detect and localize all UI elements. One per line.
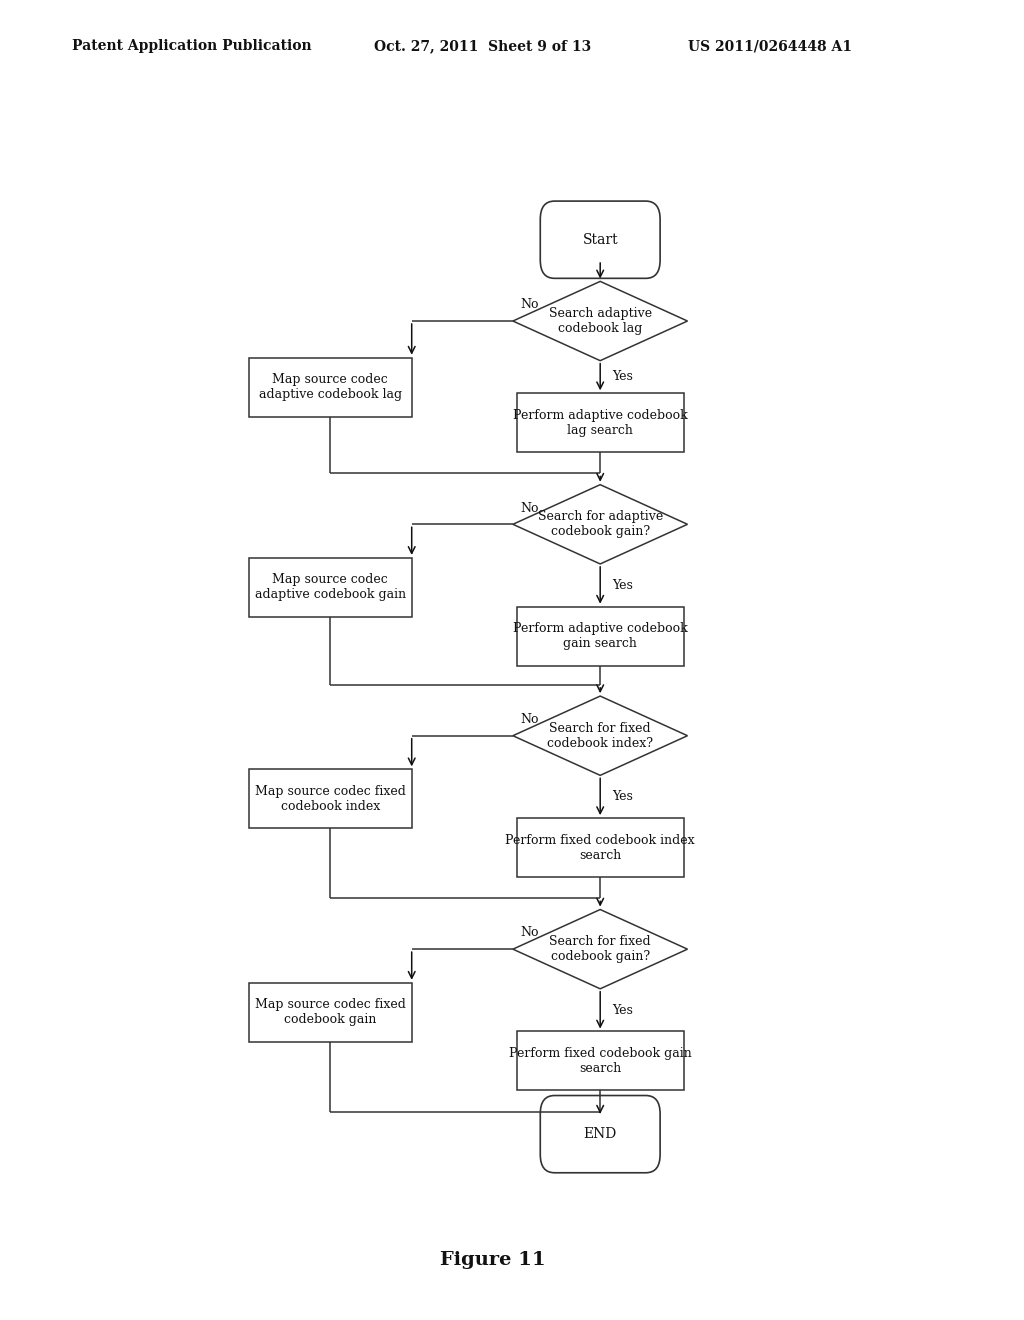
Text: Yes: Yes <box>612 371 633 383</box>
Bar <box>249 358 412 417</box>
Text: No: No <box>521 298 540 312</box>
Bar <box>249 770 412 828</box>
Text: Map source codec
adaptive codebook lag: Map source codec adaptive codebook lag <box>259 374 402 401</box>
Text: Perform fixed codebook index
search: Perform fixed codebook index search <box>506 833 695 862</box>
Text: No: No <box>521 927 540 940</box>
Text: Figure 11: Figure 11 <box>440 1250 546 1269</box>
Text: END: END <box>584 1127 616 1142</box>
Polygon shape <box>513 281 687 360</box>
Bar <box>517 818 684 876</box>
Text: Start: Start <box>583 232 618 247</box>
Text: Map source codec fixed
codebook index: Map source codec fixed codebook index <box>255 784 406 813</box>
Text: Search adaptive
codebook lag: Search adaptive codebook lag <box>549 308 651 335</box>
Text: Yes: Yes <box>612 1003 633 1016</box>
Text: Perform adaptive codebook
gain search: Perform adaptive codebook gain search <box>513 622 687 651</box>
Text: Yes: Yes <box>612 578 633 591</box>
FancyBboxPatch shape <box>541 201 660 279</box>
Text: US 2011/0264448 A1: US 2011/0264448 A1 <box>688 40 852 53</box>
Text: Map source codec fixed
codebook gain: Map source codec fixed codebook gain <box>255 998 406 1026</box>
Text: Map source codec
adaptive codebook gain: Map source codec adaptive codebook gain <box>255 573 406 602</box>
Polygon shape <box>513 484 687 564</box>
Text: Search for fixed
codebook gain?: Search for fixed codebook gain? <box>550 935 651 964</box>
Text: Search for adaptive
codebook gain?: Search for adaptive codebook gain? <box>538 511 663 539</box>
FancyBboxPatch shape <box>541 1096 660 1172</box>
Text: Patent Application Publication: Patent Application Publication <box>72 40 311 53</box>
Text: Perform fixed codebook gain
search: Perform fixed codebook gain search <box>509 1047 691 1074</box>
Bar <box>517 607 684 665</box>
Polygon shape <box>513 909 687 989</box>
Polygon shape <box>513 696 687 775</box>
Bar <box>249 982 412 1041</box>
Text: Perform adaptive codebook
lag search: Perform adaptive codebook lag search <box>513 409 687 437</box>
Bar <box>249 558 412 616</box>
Text: No: No <box>521 502 540 515</box>
Bar <box>517 1031 684 1090</box>
Text: No: No <box>521 713 540 726</box>
Text: Yes: Yes <box>612 791 633 803</box>
Bar <box>517 393 684 453</box>
Text: Oct. 27, 2011  Sheet 9 of 13: Oct. 27, 2011 Sheet 9 of 13 <box>374 40 591 53</box>
Text: Search for fixed
codebook index?: Search for fixed codebook index? <box>547 722 653 750</box>
